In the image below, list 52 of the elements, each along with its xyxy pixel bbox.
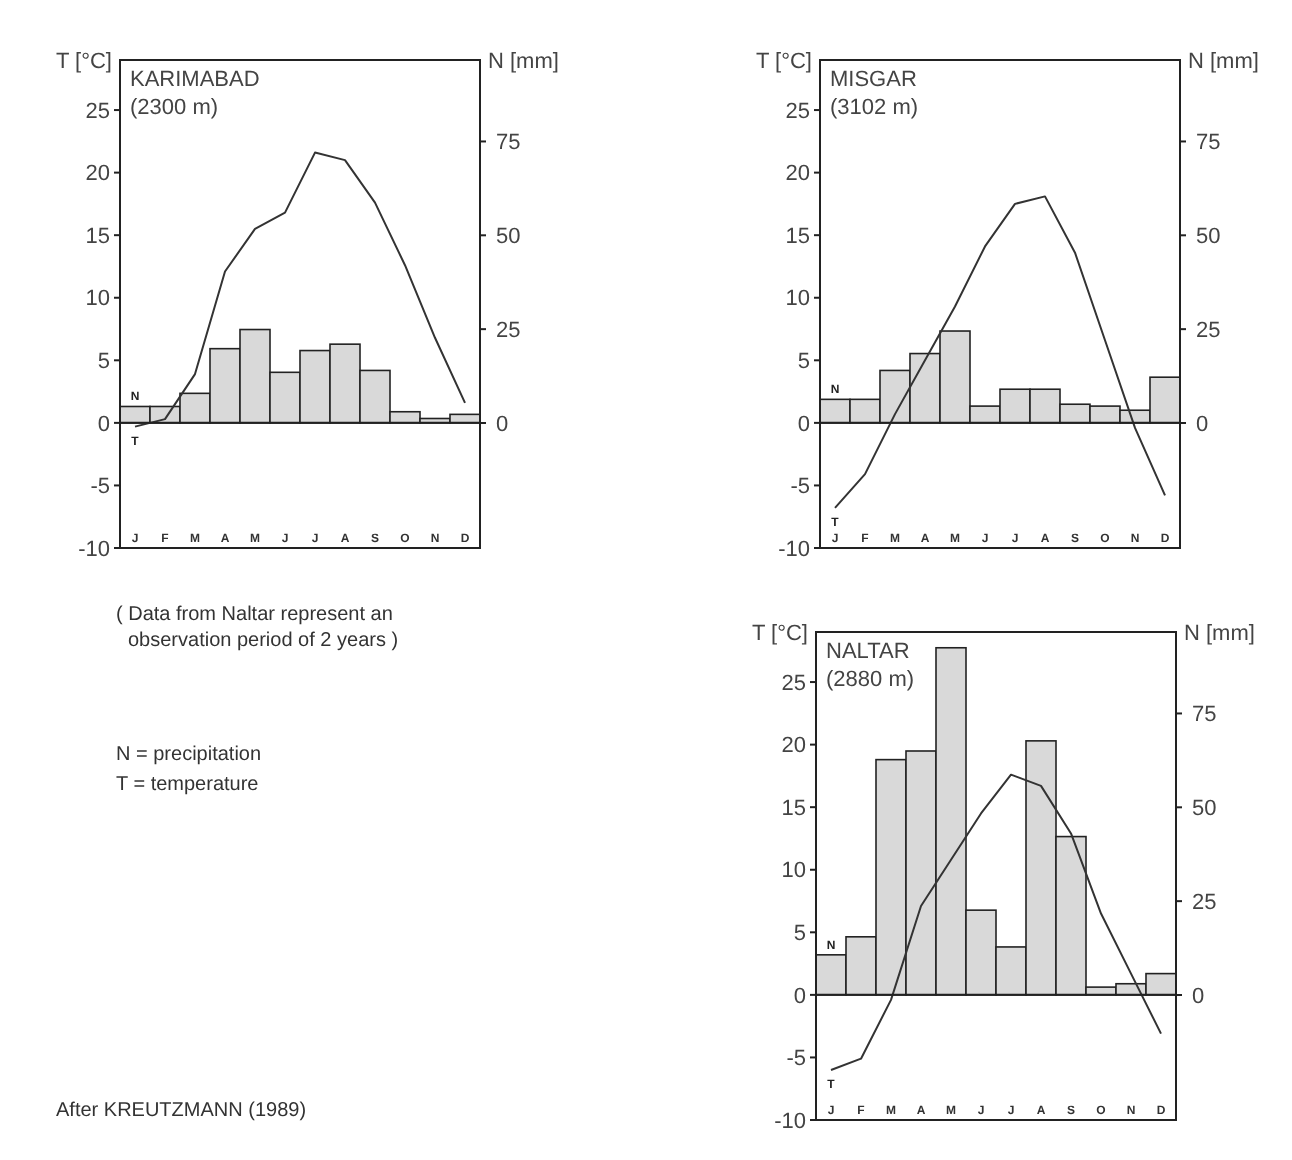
chart-title: MISGAR — [830, 68, 917, 92]
y-tick-label: 0 — [793, 984, 806, 1009]
y-tick-label: 25 — [785, 99, 810, 124]
y2-tick-label: 75 — [496, 131, 521, 156]
y2-axis-title: N [mm] — [1188, 50, 1259, 74]
y2-tick-label: 75 — [1196, 131, 1221, 156]
y-tick-label: 20 — [785, 162, 810, 187]
y2-tick-label: 75 — [1192, 703, 1217, 728]
y-tick-label: 0 — [97, 412, 110, 437]
y2-tick-label: 0 — [496, 412, 509, 437]
y-tick-label: 25 — [85, 99, 110, 124]
y-tick-label: 10 — [781, 859, 806, 884]
text: After KREUTZMANN (1989) — [56, 1100, 307, 1122]
y-axis-title: T [°C] — [751, 622, 808, 646]
y2-tick-label: 0 — [1192, 984, 1205, 1009]
y-tick-label: 5 — [793, 922, 806, 947]
y-tick-label: 20 — [781, 734, 806, 759]
y2-tick-label: 25 — [1192, 890, 1217, 915]
y-tick-label: -10 — [774, 1109, 806, 1134]
y2-tick-label: 25 — [1196, 318, 1221, 343]
y-tick-label: 5 — [797, 350, 810, 375]
y2-tick-label: 50 — [496, 225, 521, 249]
y-tick-label: 15 — [785, 224, 810, 249]
text: (2880 m) — [826, 668, 915, 692]
y-tick-label: -10 — [78, 537, 110, 562]
y-tick-label: 5 — [97, 350, 110, 375]
y-tick-label: 20 — [85, 162, 110, 187]
y-axis-title: T [°C] — [755, 50, 812, 74]
y-tick-label: -10 — [778, 537, 810, 562]
text: (3102 m) — [830, 96, 919, 120]
y2-axis-title: N [mm] — [488, 50, 559, 74]
y2-tick-label: 25 — [496, 318, 521, 343]
y-tick-label: -5 — [790, 475, 810, 500]
y2-axis-title: N [mm] — [1184, 622, 1255, 646]
text: N = precipitation — [116, 744, 262, 766]
y-tick-label: 0 — [797, 412, 810, 437]
y-tick-label: -5 — [90, 475, 110, 500]
y-tick-label: -5 — [786, 1047, 806, 1072]
y-axis-title: T [°C] — [55, 50, 112, 74]
y2-tick-label: 50 — [1196, 225, 1221, 249]
text: ( Data from Naltar represent an observation period of 2 years ) — [116, 604, 399, 652]
y2-tick-label: 0 — [1196, 412, 1209, 437]
text: T = temperature — [116, 774, 260, 796]
y-tick-label: 15 — [781, 796, 806, 821]
chart-title: NALTAR — [826, 640, 910, 664]
text: (2300 m) — [130, 96, 219, 120]
y-tick-label: 25 — [781, 671, 806, 696]
chart-title: KARIMABAD — [130, 68, 260, 92]
y-tick-label: 10 — [85, 287, 110, 312]
y2-tick-label: 50 — [1192, 797, 1217, 821]
y-tick-label: 15 — [85, 224, 110, 249]
y-tick-label: 10 — [785, 287, 810, 312]
